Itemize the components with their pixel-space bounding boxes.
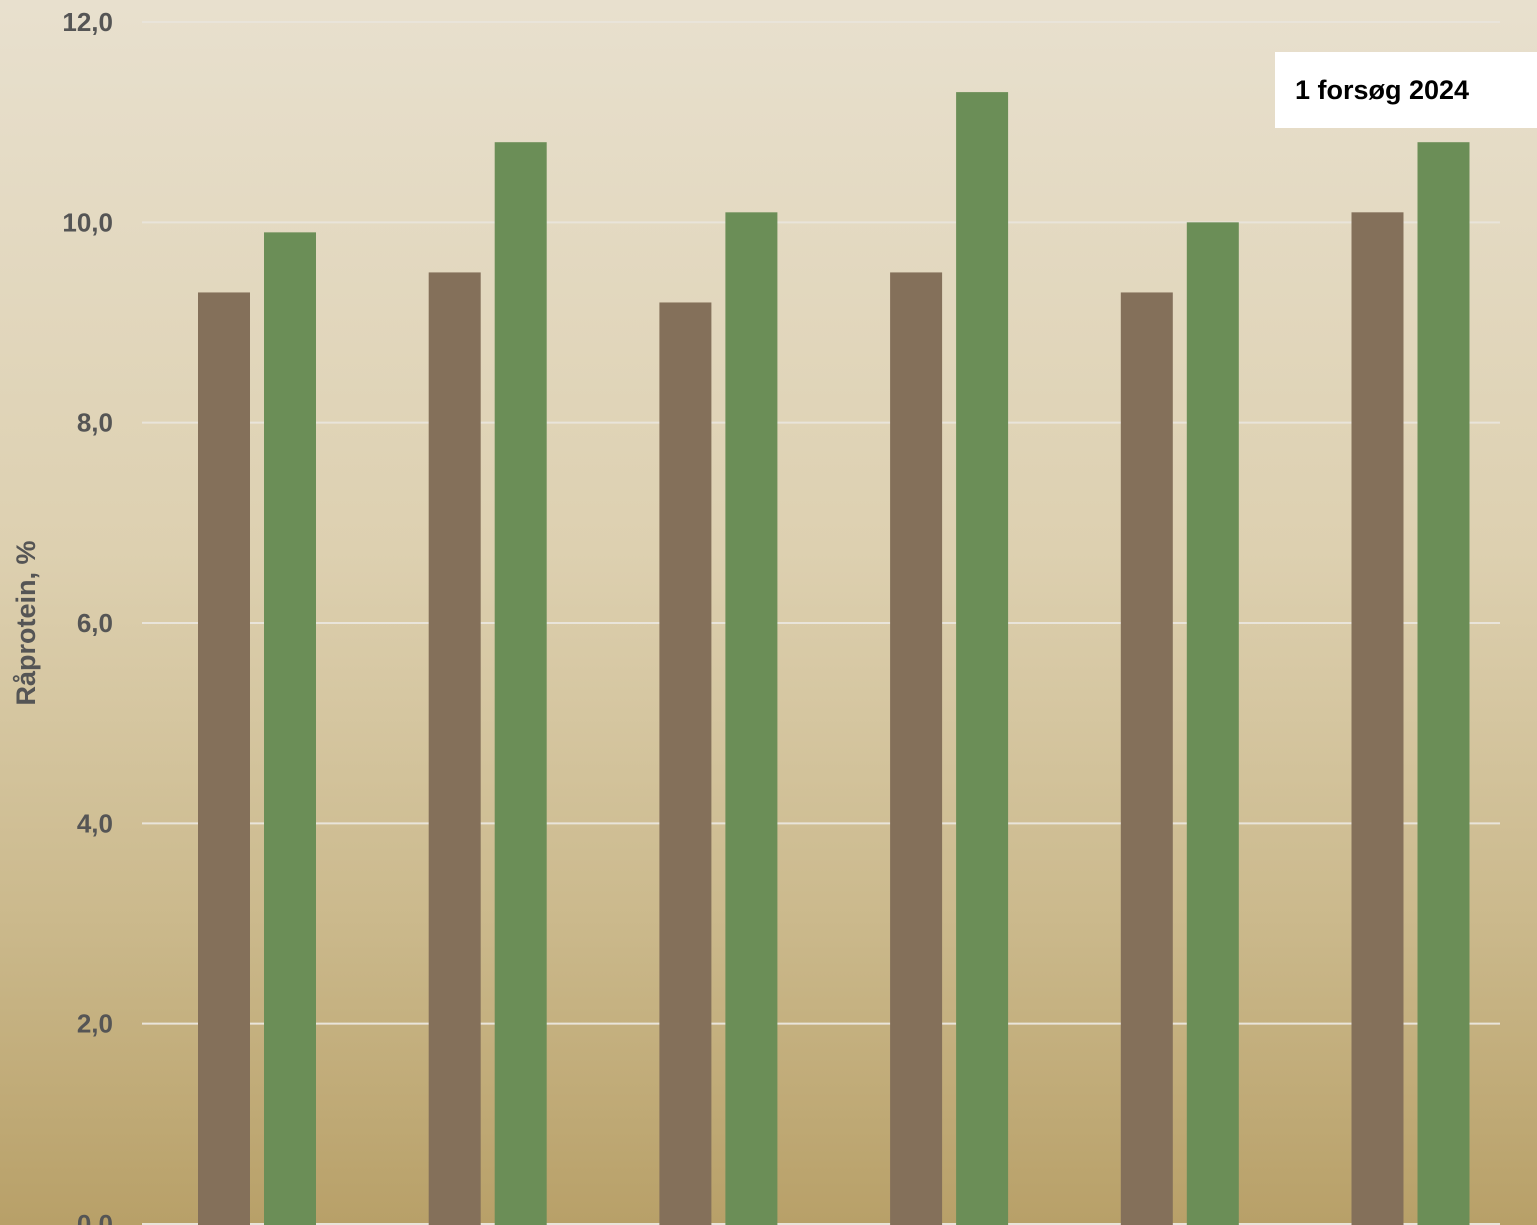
y-tick-label: 10,0 bbox=[62, 207, 113, 237]
bar-series-1-category-1 bbox=[198, 292, 250, 1225]
y-tick-label: 8,0 bbox=[77, 408, 113, 438]
bar-series-1-category-6 bbox=[1351, 212, 1404, 1225]
bar-series-2-category-4 bbox=[956, 92, 1009, 1225]
bar-series-1-category-5 bbox=[1120, 292, 1173, 1225]
y-tick-label: 12,0 bbox=[62, 7, 113, 37]
annotation-box: 1 forsøg 2024 bbox=[1275, 52, 1537, 128]
bar-series-2-category-3 bbox=[725, 212, 778, 1225]
bar-series-1-category-4 bbox=[890, 272, 943, 1225]
bar-series-2-category-1 bbox=[264, 232, 316, 1225]
bar-series-1-category-3 bbox=[659, 302, 712, 1225]
y-tick-label: 2,0 bbox=[77, 1009, 113, 1039]
y-tick-label: 4,0 bbox=[77, 808, 113, 838]
y-axis-ticks: 0,0 2,0 4,0 6,0 8,0 10,0 12,0 bbox=[62, 7, 113, 1225]
annotation-text: 1 forsøg 2024 bbox=[1295, 74, 1470, 105]
bar-series-1-category-2 bbox=[428, 272, 481, 1225]
bars bbox=[198, 92, 1470, 1225]
bar-series-2-category-6 bbox=[1417, 142, 1470, 1225]
y-tick-label: 0,0 bbox=[77, 1209, 113, 1225]
bar-series-2-category-2 bbox=[494, 142, 547, 1225]
y-tick-label: 6,0 bbox=[77, 608, 113, 638]
y-axis-title: Råprotein, % bbox=[11, 540, 41, 705]
bar-series-2-category-5 bbox=[1186, 222, 1239, 1225]
gridlines bbox=[142, 21, 1500, 1225]
